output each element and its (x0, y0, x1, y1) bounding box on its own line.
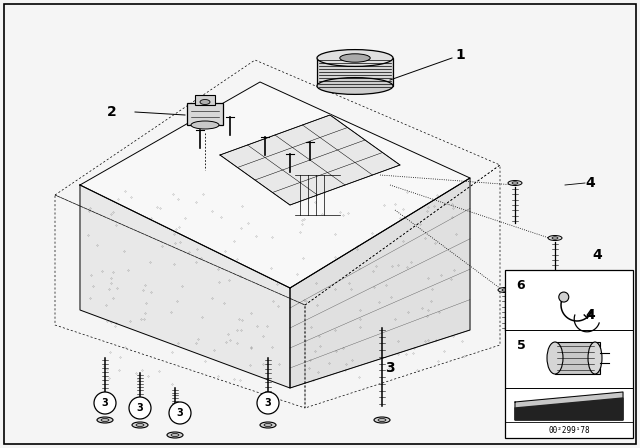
Bar (317, 58, 393, 86)
Text: 3: 3 (264, 398, 271, 408)
Ellipse shape (167, 432, 183, 438)
Text: 3: 3 (385, 361, 395, 375)
Circle shape (257, 392, 279, 414)
Ellipse shape (317, 78, 393, 95)
Text: 3: 3 (102, 398, 108, 408)
Ellipse shape (264, 423, 272, 426)
Ellipse shape (200, 99, 210, 104)
Ellipse shape (508, 181, 522, 185)
Ellipse shape (502, 289, 508, 291)
Text: 3: 3 (177, 408, 184, 418)
Ellipse shape (132, 422, 148, 428)
Text: 2: 2 (107, 105, 117, 119)
Ellipse shape (374, 417, 390, 423)
Polygon shape (290, 178, 470, 388)
Text: 1: 1 (455, 48, 465, 62)
Ellipse shape (588, 342, 602, 374)
Text: 4: 4 (585, 176, 595, 190)
Ellipse shape (260, 422, 276, 428)
Text: 6: 6 (516, 279, 525, 292)
Ellipse shape (101, 418, 109, 422)
Circle shape (129, 397, 151, 419)
Ellipse shape (552, 237, 558, 239)
Bar (555, 342, 600, 374)
Ellipse shape (378, 418, 386, 422)
Ellipse shape (317, 50, 393, 66)
Text: 3: 3 (136, 403, 143, 413)
Circle shape (559, 292, 569, 302)
Polygon shape (80, 82, 470, 288)
Polygon shape (220, 115, 400, 205)
Ellipse shape (340, 54, 370, 62)
Ellipse shape (191, 121, 219, 129)
Circle shape (169, 402, 191, 424)
Ellipse shape (548, 236, 562, 241)
Polygon shape (515, 392, 623, 420)
Circle shape (94, 392, 116, 414)
Ellipse shape (171, 434, 179, 436)
Text: 00²299¹78: 00²299¹78 (548, 426, 590, 435)
Ellipse shape (498, 288, 512, 293)
Ellipse shape (547, 342, 563, 374)
Text: 4: 4 (592, 248, 602, 262)
Ellipse shape (97, 417, 113, 423)
Ellipse shape (136, 423, 144, 426)
Text: 4: 4 (585, 308, 595, 322)
Bar (187, 103, 223, 125)
Polygon shape (80, 185, 290, 388)
Polygon shape (515, 398, 623, 420)
Bar (505, 270, 633, 438)
Ellipse shape (512, 182, 518, 184)
Bar (195, 95, 215, 105)
Text: 5: 5 (516, 339, 525, 352)
